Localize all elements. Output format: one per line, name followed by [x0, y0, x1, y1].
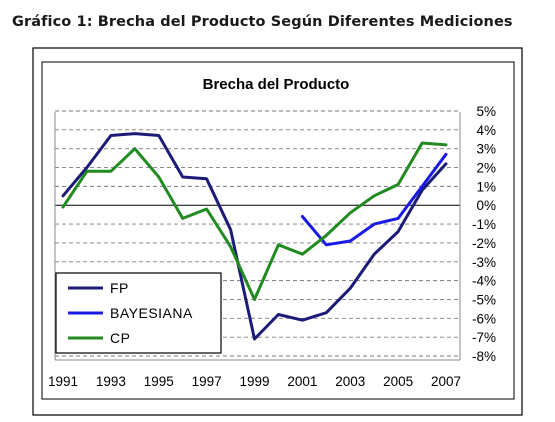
x-axis-ticks: 1991 1993 1995 1997 1999 2001 2003 2005 2007 — [48, 374, 461, 389]
y-tick-label: -7% — [472, 330, 496, 345]
figure-title: Gráfico 1: Brecha del Producto Según Dif… — [12, 14, 513, 30]
y-tick-label: 3% — [476, 142, 496, 157]
y-tick-label: 4% — [476, 123, 496, 138]
y-tick-label: -5% — [472, 292, 496, 307]
y-tick-label: -3% — [472, 255, 496, 270]
series-line-bayesiana — [300, 152, 448, 247]
x-tick-label: 2003 — [335, 374, 365, 389]
y-axis-ticks: 5% 4% 3% 2% 1% 0% -1% -2% -3% -4% -5% -6% -7% -8% — [472, 104, 496, 364]
y-tick-label: -6% — [472, 311, 496, 326]
x-tick-label: 1991 — [48, 374, 78, 389]
x-tick-label: 1995 — [144, 374, 174, 389]
x-tick-label: 1993 — [96, 374, 126, 389]
legend-label-fp: FP — [110, 280, 129, 296]
y-tick-label: -2% — [472, 236, 496, 251]
legend-label-bayesiana: BAYESIANA — [110, 305, 193, 321]
chart-title: Brecha del Producto — [203, 76, 350, 93]
series-layer — [61, 132, 448, 341]
y-tick-label: -8% — [472, 349, 496, 364]
series-line-cp — [61, 141, 448, 301]
x-tick-label: 2001 — [287, 374, 317, 389]
legend: FP BAYESIANA CP — [55, 272, 222, 354]
legend-label-cp: CP — [110, 330, 130, 346]
y-tick-label: -4% — [472, 274, 496, 289]
y-tick-label: 5% — [476, 104, 496, 119]
x-tick-label: 1999 — [239, 374, 269, 389]
y-tick-label: -1% — [472, 217, 496, 232]
y-tick-label: 1% — [476, 179, 496, 194]
series-line-fp — [61, 132, 448, 341]
x-tick-label: 2005 — [383, 374, 413, 389]
x-tick-label: 1997 — [192, 374, 222, 389]
y-tick-label: 0% — [476, 198, 496, 213]
x-tick-label: 2007 — [431, 374, 461, 389]
y-tick-label: 2% — [476, 161, 496, 176]
